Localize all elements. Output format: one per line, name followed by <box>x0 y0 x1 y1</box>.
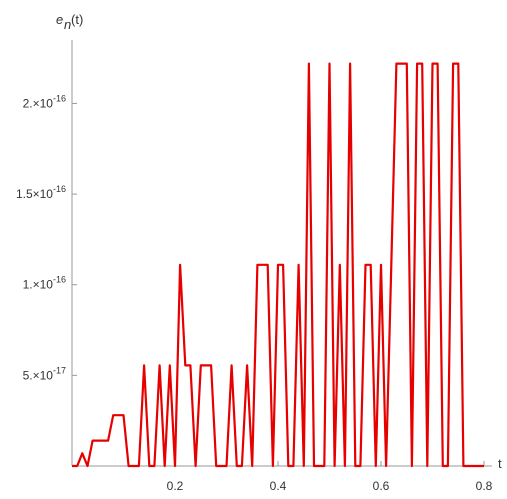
y-tick-label: 1.5×10-16 <box>16 184 66 201</box>
y-tick-label: 2.×10-16 <box>23 93 66 110</box>
y-tick-exponent: -16 <box>53 184 66 194</box>
y-axis-title-subscript: n <box>64 17 71 32</box>
x-ticks: 0.2 0.4 0.6 0.8 <box>167 461 493 493</box>
x-tick-label: 0.6 <box>373 479 390 493</box>
series-layer <box>72 62 484 468</box>
y-tick-label: 1.×10-16 <box>23 275 66 292</box>
y-tick-times-ten: ×10 <box>33 96 54 110</box>
y-tick-times-ten: ×10 <box>33 278 54 292</box>
x-axis-title: t <box>498 456 502 471</box>
y-axis-title-base: e <box>56 12 63 27</box>
x-tick-label: 0.4 <box>270 479 287 493</box>
y-tick-mantissa: 1.5 <box>16 187 33 201</box>
x-tick-label: 0.8 <box>476 479 493 493</box>
series-line <box>72 62 484 468</box>
x-tick-label: 0.2 <box>167 479 184 493</box>
y-tick-mantissa: 2. <box>23 96 33 110</box>
y-axis-title: e n (t) <box>56 12 83 32</box>
y-axis-title-suffix: (t) <box>71 12 83 27</box>
y-ticks: 5.×10-171.×10-161.5×10-162.×10-16 <box>16 93 77 382</box>
y-tick-mantissa: 5. <box>23 368 33 382</box>
y-tick-times-ten: ×10 <box>33 368 54 382</box>
y-tick-times-ten: ×10 <box>33 187 54 201</box>
y-tick-mantissa: 1. <box>23 278 33 292</box>
y-tick-exponent: -16 <box>53 93 66 103</box>
y-tick-exponent: -17 <box>53 365 66 375</box>
y-tick-label: 5.×10-17 <box>23 365 66 382</box>
y-tick-exponent: -16 <box>53 275 66 285</box>
